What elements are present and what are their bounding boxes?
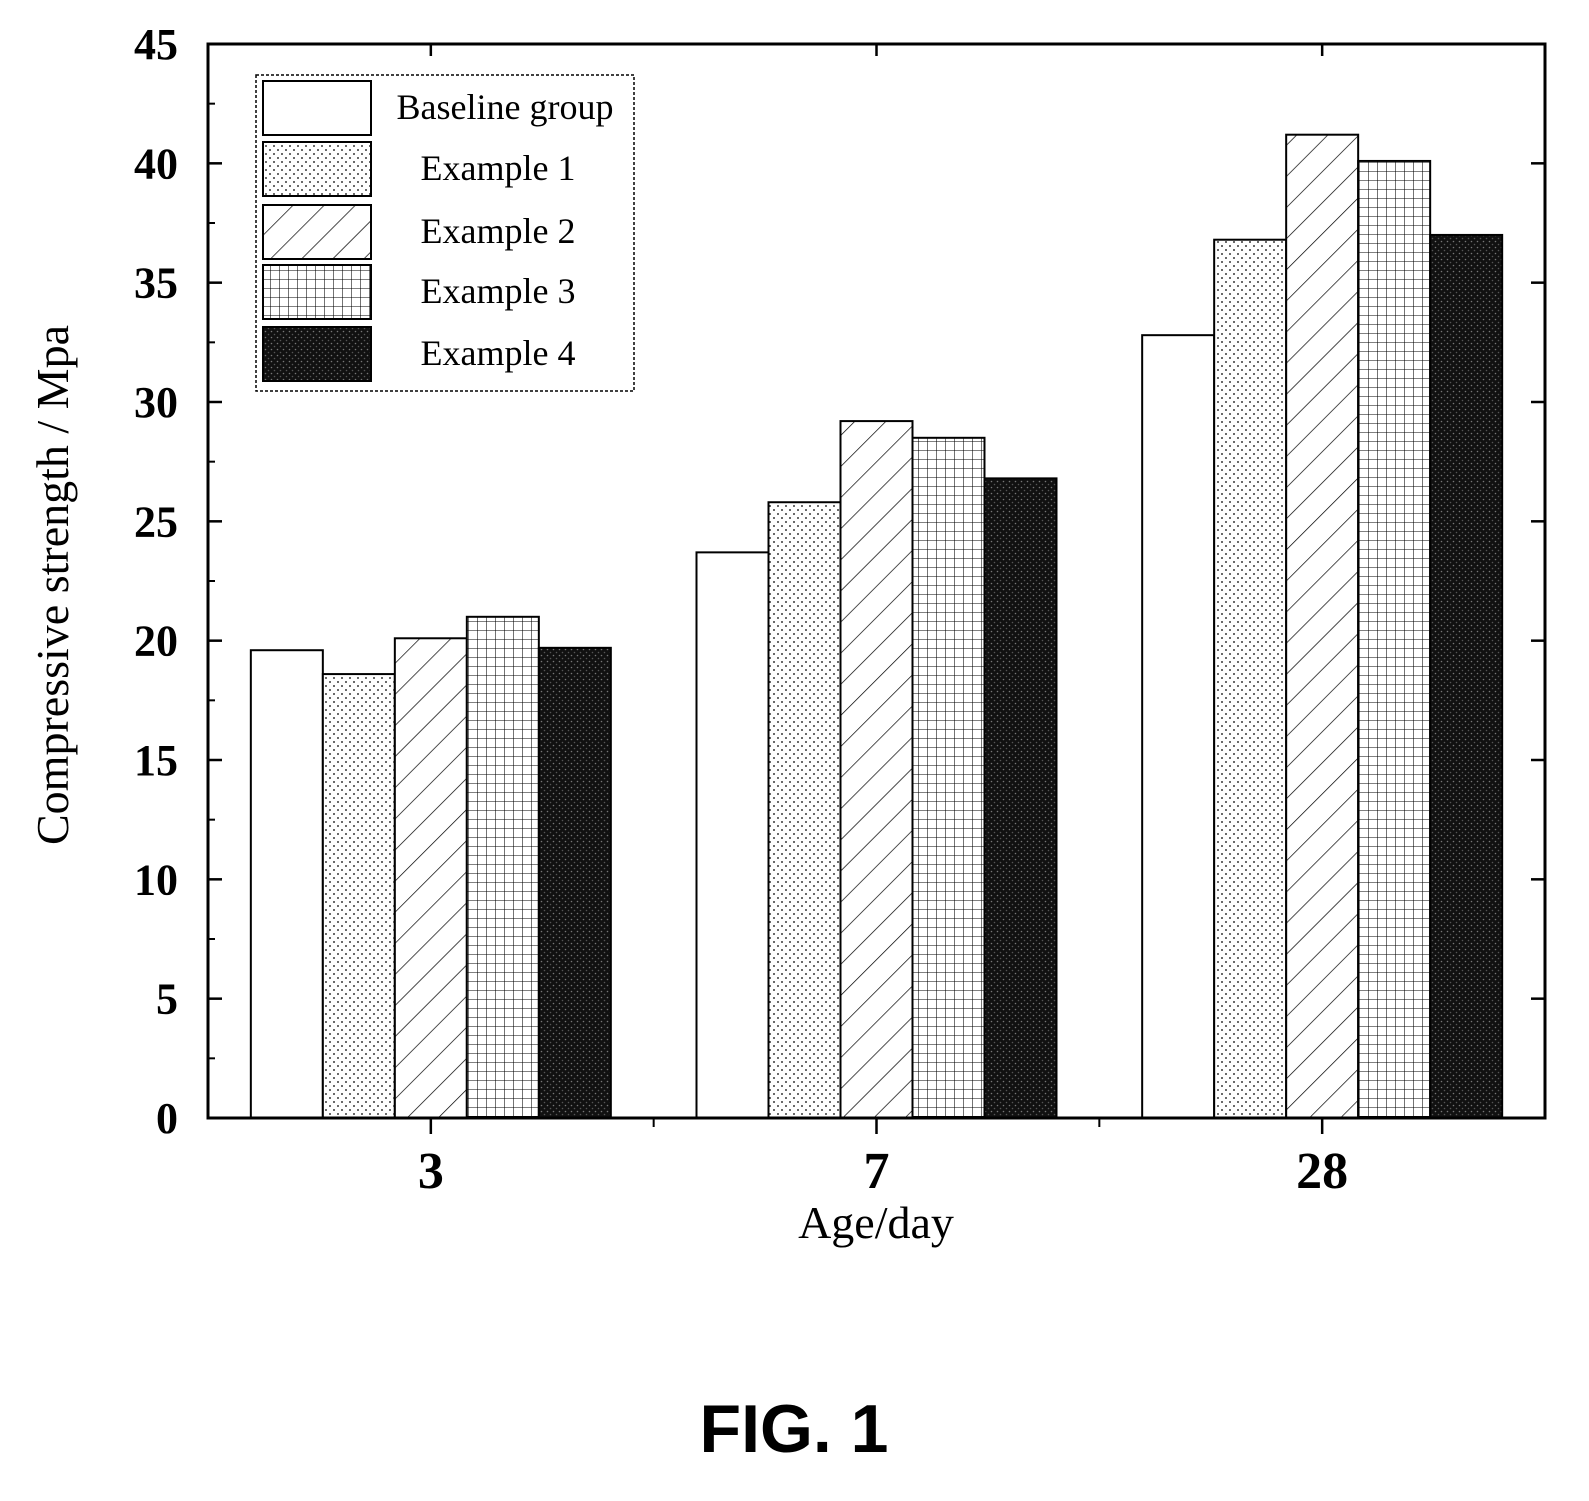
x-tick-label: 28 xyxy=(1296,1143,1348,1200)
legend-swatch-4 xyxy=(262,264,372,320)
bar-example-2-age-28 xyxy=(1285,133,1360,1119)
bar-example-3-age-3 xyxy=(465,615,540,1119)
bars-layer xyxy=(249,133,1504,1120)
y-tick-label: 5 xyxy=(156,975,178,1024)
bar-example-4-age-28 xyxy=(1429,233,1504,1119)
y-tick-label: 25 xyxy=(134,497,178,546)
legend-label: Example 3 xyxy=(421,271,576,311)
legend-swatch-3 xyxy=(262,204,372,260)
bar-example-3-age-28 xyxy=(1357,159,1432,1120)
legend-label: Example 2 xyxy=(421,211,576,251)
bar-example-3-age-7 xyxy=(911,436,986,1119)
bar-example-2-age-3 xyxy=(393,637,468,1120)
x-tick-label: 7 xyxy=(864,1143,890,1200)
legend-swatch-1 xyxy=(262,80,372,136)
bar-baseline-group-age-28 xyxy=(1141,334,1216,1119)
legend-swatch-5 xyxy=(262,326,372,382)
y-axis-ticks: 0 5 10 15 20 25 30 35 40 45 xyxy=(134,20,1545,1143)
y-tick-label: 0 xyxy=(156,1094,178,1143)
bar-example-1-age-7 xyxy=(767,501,842,1119)
y-tick-label: 40 xyxy=(134,139,178,188)
y-tick-label: 45 xyxy=(134,20,178,69)
legend-swatch-2 xyxy=(262,141,372,197)
x-tick-label: 3 xyxy=(418,1143,444,1200)
bar-example-1-age-28 xyxy=(1213,238,1288,1119)
x-axis-ticks: 3 7 28 xyxy=(418,44,1348,1200)
bar-example-4-age-3 xyxy=(537,646,612,1119)
bar-example-4-age-7 xyxy=(983,477,1058,1119)
y-axis-title: Compressive strength / Mpa xyxy=(27,325,78,845)
legend-label: Baseline group xyxy=(397,87,614,127)
y-tick-label: 20 xyxy=(134,617,178,666)
figure-label: FIG. 1 xyxy=(700,1391,889,1467)
bar-baseline-group-age-7 xyxy=(695,551,770,1119)
y-tick-label: 30 xyxy=(134,378,178,427)
y-tick-label: 35 xyxy=(134,259,178,308)
legend-label: Example 1 xyxy=(421,148,576,188)
bar-example-1-age-3 xyxy=(321,673,396,1120)
x-axis-title: Age/day xyxy=(798,1197,954,1248)
bar-baseline-group-age-3 xyxy=(249,649,324,1119)
bar-example-2-age-7 xyxy=(839,420,914,1119)
legend-label: Example 4 xyxy=(421,333,576,373)
y-tick-label: 10 xyxy=(134,855,178,904)
y-tick-label: 15 xyxy=(134,736,178,785)
legend: Baseline group Example 1 Example 2 Example … xyxy=(255,74,635,392)
